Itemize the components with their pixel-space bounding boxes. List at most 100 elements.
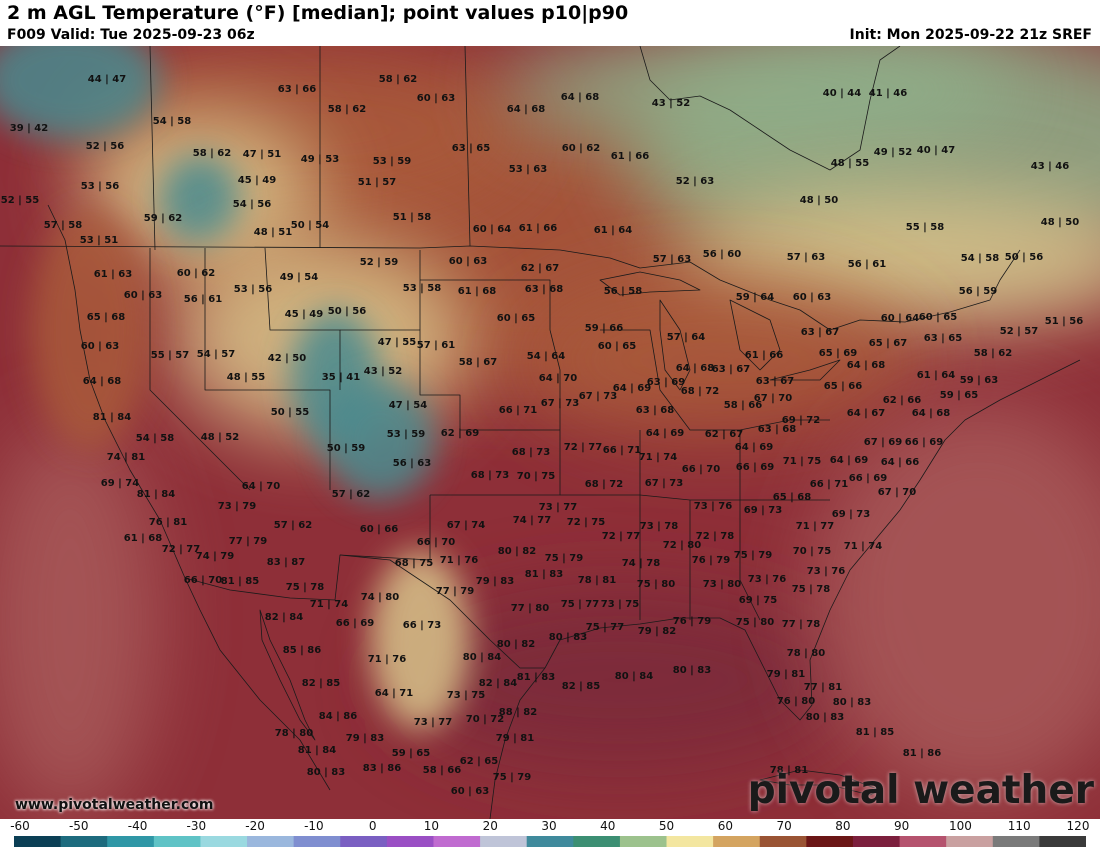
point-value-label: 64 | 70: [539, 373, 577, 384]
point-value-label: 56 | 61: [848, 259, 886, 270]
colorbar-segment: [806, 836, 854, 847]
point-value-label: 48 | 50: [1041, 217, 1079, 228]
state-line-8: [339, 495, 431, 561]
baja-peninsula: [259, 609, 316, 741]
point-value-label: 48 | 52: [201, 432, 239, 443]
point-value-label: 40 | 47: [917, 145, 955, 156]
canada-province-line-3: [464, 46, 471, 247]
point-value-label: 70 | 75: [517, 471, 555, 482]
point-value-label: 74 | 80: [361, 592, 399, 603]
point-value-label: 59 | 64: [736, 292, 774, 303]
point-value-label: 43 | 52: [364, 366, 402, 377]
colorbar-segment: [946, 836, 994, 847]
colorbar-segment: [153, 836, 201, 847]
point-value-label: 67 | 74: [447, 520, 485, 531]
point-value-label: 64 | 69: [735, 442, 773, 453]
point-value-label: 50 | 54: [291, 220, 329, 231]
gulf-coastline: [544, 359, 1081, 721]
point-value-label: 57 | 63: [787, 252, 825, 263]
point-value-label: 40 | 44: [823, 88, 861, 99]
website-credit[interactable]: www.pivotalweather.com: [15, 797, 214, 813]
point-value-label: 67 | 70: [754, 393, 792, 404]
point-value-label: 67 | 73: [579, 391, 617, 402]
temperature-region-ocean_light: [0, 420, 160, 819]
point-value-label: 63 | 65: [924, 333, 962, 344]
colorbar-tick-label: 50: [658, 819, 675, 833]
point-value-label: 65 | 67: [869, 338, 907, 349]
point-value-label: 61 | 66: [519, 223, 557, 234]
point-value-label: 60 | 62: [562, 143, 600, 154]
colorbar-segment: [480, 836, 528, 847]
point-value-label: 59 | 63: [960, 375, 998, 386]
colorbar-segment: [573, 836, 621, 847]
point-value-label: 56 | 58: [604, 286, 642, 297]
colorbar-segment: [713, 836, 761, 847]
point-value-label: 54 | 58: [961, 253, 999, 264]
point-value-label: 67 | 73: [541, 398, 579, 409]
point-value-label: 53 | 59: [373, 156, 411, 167]
temperature-map[interactable]: 44 | 47 63 | 66 58 | 62 60 | 63 58 | 62 64 | …: [0, 46, 1100, 819]
point-value-label: 61 | 68: [124, 533, 162, 544]
point-value-label: 80 | 84: [463, 652, 501, 663]
state-line-6: [420, 279, 561, 430]
point-value-label: 53 | 56: [234, 284, 272, 295]
point-value-label: 79 | 81: [496, 733, 534, 744]
point-value-label: 81 | 83: [525, 569, 563, 580]
point-value-label: 65 | 68: [87, 312, 125, 323]
point-value-label: 63 | 68: [758, 424, 796, 435]
point-value-label: 57 | 62: [332, 489, 370, 500]
point-value-label: 80 | 82: [498, 546, 536, 557]
point-value-label: 75 | 79: [545, 553, 583, 564]
point-value-label: 83 | 87: [267, 557, 305, 568]
point-value-label: 51 | 57: [358, 177, 396, 188]
point-value-label: 66 | 69: [336, 618, 374, 629]
point-value-label: 43 | 52: [652, 98, 690, 109]
point-value-label: 65 | 66: [824, 381, 862, 392]
point-value-label: 88 | 82: [499, 707, 537, 718]
colorbar-segment: [992, 836, 1040, 847]
point-value-label: 60 | 63: [417, 93, 455, 104]
point-value-label: 83 | 86: [363, 763, 401, 774]
point-value-label: 52 | 56: [86, 141, 124, 152]
country-border-us-canada: [0, 245, 1021, 331]
point-value-label: 60 | 63: [793, 292, 831, 303]
point-value-label: 67 | 69: [864, 437, 902, 448]
boundary-lines: [0, 46, 1081, 819]
point-value-label: 73 | 76: [694, 501, 732, 512]
temperature-region-ocean_light: [810, 400, 1100, 800]
point-value-label: 47 | 54: [389, 400, 427, 411]
point-value-label: 68 | 73: [512, 447, 550, 458]
point-value-label: 74 | 79: [196, 551, 234, 562]
point-value-label: 61 | 68: [458, 286, 496, 297]
point-value-label: 79 | 83: [346, 733, 384, 744]
point-value-label: 82 | 84: [265, 612, 303, 623]
point-value-label: 82 | 85: [562, 681, 600, 692]
point-value-label: 67 | 70: [878, 487, 916, 498]
point-value-label: 62 | 69: [441, 428, 479, 439]
colorbar-tick-label: 70: [776, 819, 792, 833]
point-value-label: 54 | 57: [197, 349, 235, 360]
point-value-label: 62 | 67: [705, 429, 743, 440]
map-header: 2 m AGL Temperature (°F) [median]; point…: [0, 0, 1100, 47]
point-value-label: 60 | 64: [881, 313, 919, 324]
point-value-label: 73 | 75: [601, 599, 639, 610]
point-value-label: 55 | 57: [151, 350, 189, 361]
point-value-label: 56 | 63: [393, 458, 431, 469]
temperature-region-ocean_gulf: [390, 590, 850, 770]
state-line-4: [340, 329, 560, 431]
point-value-label: 48 | 50: [800, 195, 838, 206]
great-lakes-superior: [599, 271, 701, 296]
point-value-label: 53 | 59: [387, 429, 425, 440]
point-value-label: 78 | 81: [770, 765, 808, 776]
point-value-label: 57 | 63: [653, 254, 691, 265]
point-value-label: 62 | 66: [883, 395, 921, 406]
point-value-label: 77 | 78: [782, 619, 820, 630]
point-value-label: 75 | 78: [792, 584, 830, 595]
point-value-label: 63 | 67: [756, 376, 794, 387]
point-value-label: 60 | 63: [81, 341, 119, 352]
point-value-label: 58 | 66: [423, 765, 461, 776]
colorbar-tick-label: -30: [186, 819, 207, 833]
point-value-label: 85 | 86: [283, 645, 321, 656]
point-value-label: 81 | 84: [298, 745, 336, 756]
point-value-label: 63 | 65: [452, 143, 490, 154]
